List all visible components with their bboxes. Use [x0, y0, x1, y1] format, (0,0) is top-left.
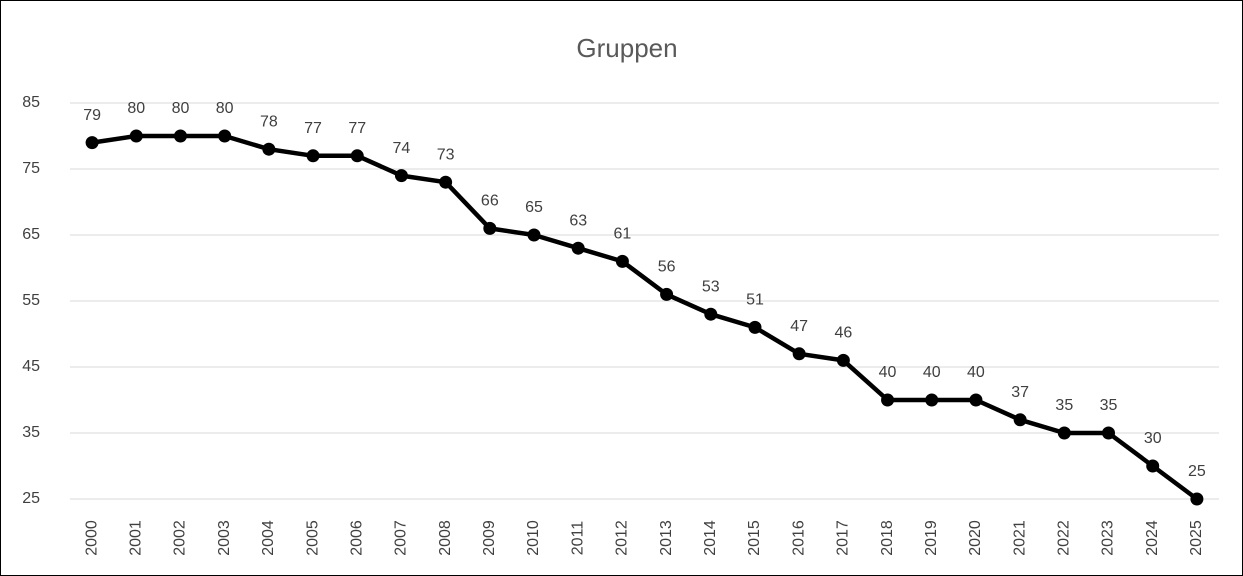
- data-label: 35: [1100, 397, 1118, 414]
- marker: [836, 353, 850, 367]
- x-tick-label: 2001: [128, 520, 145, 556]
- y-tick-label: 55: [22, 292, 40, 309]
- marker: [483, 221, 497, 235]
- x-tick-label: 2024: [1144, 520, 1161, 556]
- marker: [881, 393, 895, 407]
- data-label: 78: [260, 113, 278, 130]
- x-tick-label: 2010: [525, 520, 542, 556]
- x-tick-label: 2008: [437, 520, 454, 556]
- marker: [129, 129, 143, 143]
- x-tick-label: 2011: [569, 521, 586, 556]
- data-label: 40: [923, 364, 941, 381]
- marker: [1057, 426, 1071, 440]
- data-label: 80: [216, 100, 234, 117]
- data-label: 66: [481, 193, 499, 210]
- x-tick-label: 2007: [393, 520, 410, 556]
- x-tick-label: 2016: [790, 520, 807, 556]
- data-label: 63: [569, 212, 587, 229]
- y-tick-label: 35: [22, 424, 40, 441]
- marker: [1190, 492, 1204, 506]
- marker: [615, 254, 629, 268]
- data-label: 80: [172, 100, 190, 117]
- data-label: 79: [83, 107, 101, 124]
- x-tick-label: 2004: [260, 520, 277, 556]
- marker: [527, 228, 541, 242]
- data-label: 35: [1055, 397, 1073, 414]
- marker: [173, 129, 187, 143]
- data-label: 77: [304, 120, 322, 137]
- marker: [218, 129, 232, 143]
- marker: [306, 149, 320, 163]
- x-tick-label: 2014: [702, 520, 719, 556]
- x-tick-label: 2000: [83, 520, 100, 556]
- data-label: 74: [393, 140, 411, 157]
- marker: [792, 347, 806, 361]
- x-tick-label: 2009: [481, 520, 498, 556]
- x-tick-label: 2006: [348, 520, 365, 556]
- data-label: 47: [790, 318, 808, 335]
- x-tick-label: 2005: [304, 520, 321, 556]
- data-label: 51: [746, 292, 764, 309]
- data-label: 80: [127, 100, 145, 117]
- x-tick-label: 2020: [967, 520, 984, 556]
- x-tick-label: 2017: [835, 520, 852, 556]
- y-tick-label: 75: [22, 160, 40, 177]
- x-tick-label: 2015: [746, 520, 763, 556]
- marker: [969, 393, 983, 407]
- marker: [1102, 426, 1116, 440]
- x-tick-label: 2013: [658, 520, 675, 556]
- data-label: 46: [834, 325, 852, 342]
- data-label: 37: [1011, 384, 1029, 401]
- chart-title: Gruppen: [576, 33, 677, 63]
- data-label: 30: [1144, 430, 1162, 447]
- marker: [1146, 459, 1160, 473]
- y-tick-label: 25: [22, 490, 40, 507]
- marker: [925, 393, 939, 407]
- line: [91, 133, 1199, 501]
- y-tick-label: 45: [22, 358, 40, 375]
- marker: [704, 307, 718, 321]
- data-label: 61: [614, 226, 632, 243]
- data-label: 77: [348, 120, 366, 137]
- y-tick-label: 85: [22, 94, 40, 111]
- x-tick-label: 2019: [923, 520, 940, 556]
- data-label: 73: [437, 146, 455, 163]
- data-label: 25: [1188, 463, 1206, 480]
- marker: [660, 287, 674, 301]
- marker: [394, 169, 408, 183]
- x-tick-label: 2012: [614, 520, 631, 556]
- data-label: 40: [967, 364, 985, 381]
- marker: [262, 142, 276, 156]
- marker: [439, 175, 453, 189]
- data-label: 53: [702, 278, 720, 295]
- marker: [85, 136, 99, 150]
- x-tick-label: 2018: [879, 520, 896, 556]
- x-tick-label: 2021: [1011, 520, 1028, 556]
- x-tick-label: 2025: [1188, 520, 1205, 556]
- x-tick-label: 2023: [1100, 520, 1117, 556]
- marker: [571, 241, 585, 255]
- marker: [748, 320, 762, 334]
- data-label: 56: [658, 259, 676, 276]
- marker: [350, 149, 364, 163]
- x-tick-label: 2002: [172, 520, 189, 556]
- x-tick-label: 2022: [1056, 520, 1073, 556]
- data-label: 65: [525, 199, 543, 216]
- y-tick-label: 65: [22, 226, 40, 243]
- x-tick-label: 2003: [216, 520, 233, 556]
- data-label: 40: [879, 364, 897, 381]
- marker: [1013, 413, 1027, 427]
